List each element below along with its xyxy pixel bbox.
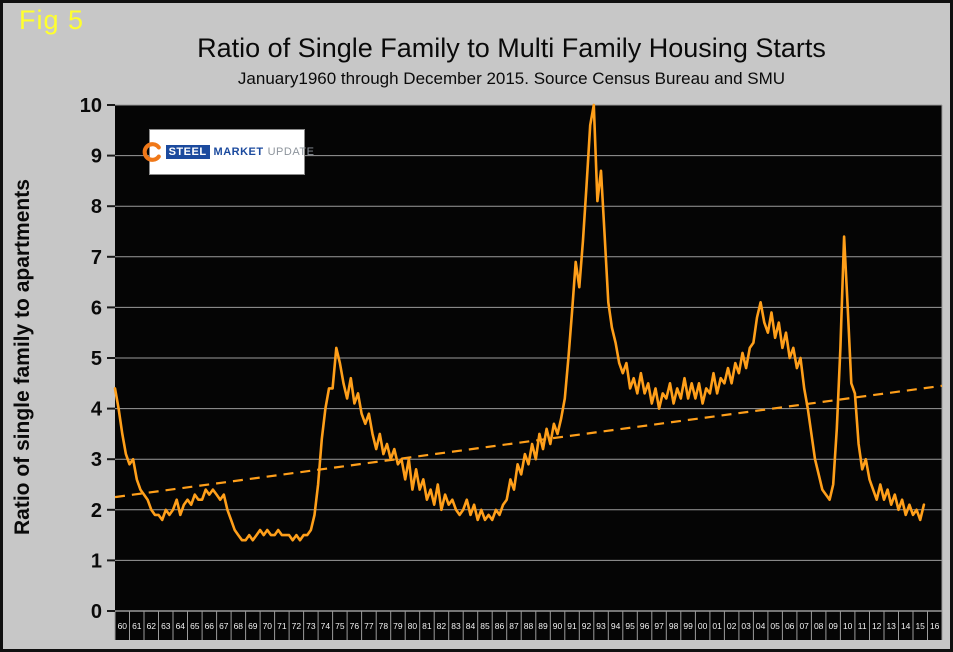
svg-text:06: 06 — [785, 621, 795, 631]
svg-text:01: 01 — [712, 621, 722, 631]
svg-text:92: 92 — [582, 621, 592, 631]
svg-text:95: 95 — [625, 621, 635, 631]
svg-text:77: 77 — [364, 621, 374, 631]
y-axis-title: Ratio of single family to apartments — [11, 179, 34, 535]
svg-text:96: 96 — [640, 621, 650, 631]
svg-text:67: 67 — [219, 621, 229, 631]
svg-text:4: 4 — [91, 399, 103, 421]
logo-word-market: MARKET — [213, 146, 264, 158]
svg-text:87: 87 — [509, 621, 519, 631]
page-subtitle: January1960 through December 2015. Sourc… — [237, 69, 786, 88]
svg-text:83: 83 — [451, 621, 461, 631]
svg-text:13: 13 — [886, 621, 896, 631]
y-axis-ticks: 0 1 2 3 4 5 6 7 8 9 10 — [80, 95, 115, 623]
svg-text:79: 79 — [393, 621, 403, 631]
svg-text:81: 81 — [422, 621, 432, 631]
gridlines — [115, 104, 943, 640]
svg-text:16: 16 — [930, 621, 940, 631]
svg-text:80: 80 — [408, 621, 418, 631]
svg-text:69: 69 — [248, 621, 258, 631]
svg-text:00: 00 — [698, 621, 708, 631]
svg-text:10: 10 — [843, 621, 853, 631]
svg-text:10: 10 — [80, 95, 102, 117]
svg-text:73: 73 — [306, 621, 316, 631]
figure-label: Fig 5 — [19, 5, 85, 35]
svg-text:3: 3 — [91, 449, 102, 471]
svg-text:0: 0 — [91, 601, 102, 623]
svg-text:93: 93 — [596, 621, 606, 631]
svg-text:2: 2 — [91, 500, 102, 522]
svg-text:97: 97 — [654, 621, 664, 631]
logo-word-steel: STEEL — [165, 145, 210, 159]
svg-text:75: 75 — [335, 621, 345, 631]
svg-text:05: 05 — [770, 621, 780, 631]
page-title: Ratio of Single Family to Multi Family H… — [197, 33, 826, 63]
svg-text:07: 07 — [799, 621, 809, 631]
svg-text:15: 15 — [915, 621, 925, 631]
svg-text:94: 94 — [611, 621, 621, 631]
svg-text:7: 7 — [91, 247, 102, 269]
svg-text:9: 9 — [91, 146, 102, 168]
svg-text:1: 1 — [91, 550, 102, 572]
svg-text:03: 03 — [741, 621, 751, 631]
ratio-series-line — [113, 103, 926, 542]
svg-text:09: 09 — [828, 621, 838, 631]
svg-text:63: 63 — [161, 621, 171, 631]
svg-text:12: 12 — [872, 621, 882, 631]
svg-text:91: 91 — [567, 621, 577, 631]
svg-text:85: 85 — [480, 621, 490, 631]
ratio-line-chart: 60 61 62 63 64 65 66 67 68 69 70 71 72 73 74 75 76 77 78 79… — [80, 95, 943, 640]
svg-text:99: 99 — [683, 621, 693, 631]
svg-text:82: 82 — [437, 621, 447, 631]
svg-text:66: 66 — [205, 621, 215, 631]
svg-text:88: 88 — [524, 621, 534, 631]
svg-text:98: 98 — [669, 621, 679, 631]
svg-text:74: 74 — [321, 621, 331, 631]
svg-text:71: 71 — [277, 621, 287, 631]
svg-text:70: 70 — [263, 621, 273, 631]
plot-area — [115, 105, 942, 640]
svg-text:65: 65 — [190, 621, 200, 631]
svg-text:6: 6 — [91, 297, 102, 319]
svg-text:14: 14 — [901, 621, 911, 631]
svg-text:08: 08 — [814, 621, 824, 631]
logo-swoosh-icon — [142, 142, 161, 162]
trend-line — [114, 384, 943, 499]
svg-text:61: 61 — [132, 621, 142, 631]
svg-text:5: 5 — [91, 348, 102, 370]
svg-text:90: 90 — [553, 621, 563, 631]
svg-text:64: 64 — [176, 621, 186, 631]
svg-text:62: 62 — [147, 621, 157, 631]
svg-text:8: 8 — [91, 196, 102, 218]
svg-text:60: 60 — [118, 621, 128, 631]
svg-text:04: 04 — [756, 621, 766, 631]
logo-word-update: UPDATE — [267, 146, 315, 158]
x-axis-labels: 60 61 62 63 64 65 66 67 68 69 70 71 72 73 74 75 76 77 78 79… — [114, 611, 943, 640]
svg-text:89: 89 — [538, 621, 548, 631]
svg-text:02: 02 — [727, 621, 737, 631]
svg-text:86: 86 — [495, 621, 505, 631]
svg-text:84: 84 — [466, 621, 476, 631]
svg-text:76: 76 — [350, 621, 360, 631]
svg-text:72: 72 — [292, 621, 302, 631]
svg-text:68: 68 — [234, 621, 244, 631]
steel-market-update-logo: STEEL MARKET UPDATE — [142, 129, 314, 175]
svg-text:78: 78 — [379, 621, 389, 631]
svg-text:11: 11 — [858, 621, 867, 631]
